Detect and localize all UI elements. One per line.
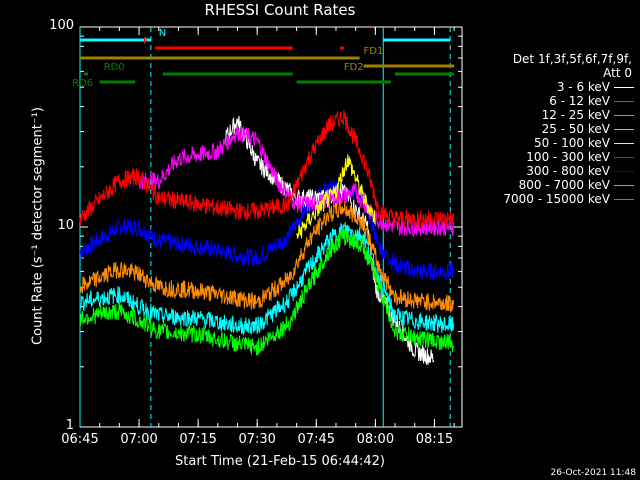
legend-swatch [614, 87, 634, 88]
x-tick-label: 08:15 [415, 432, 454, 447]
x-axis-label: Start Time (21-Feb-15 06:44:42) [175, 454, 385, 469]
legend-header-line: Det 1f,3f,5f,6f,7f,9f, [512, 52, 632, 66]
legend-swatch [614, 199, 634, 200]
series-lines [79, 110, 455, 366]
timestamp: 26-Oct-2021 11:48 [550, 468, 636, 478]
series-line [79, 222, 455, 336]
legend-label: 7000 - 15000 keV [503, 192, 610, 206]
legend-label: 50 - 100 keV [533, 136, 610, 150]
legend-label: 12 - 25 keV [541, 108, 610, 122]
y-tick-label: 10 [57, 218, 74, 233]
series-line [138, 123, 455, 238]
legend-swatch [614, 171, 634, 172]
annotation-label-rd0: RD0 [104, 62, 125, 73]
legend-header-line: Att 0 [603, 66, 632, 80]
legend-rows: 3 - 6 keV 6 - 12 keV 12 - 25 keV 25 - 50 ke… [472, 80, 636, 206]
legend-swatch [614, 143, 634, 144]
chart-title: RHESSI Count Rates [204, 1, 356, 19]
legend-entry: 7000 - 15000 keV [472, 192, 636, 206]
legend-swatch [614, 129, 634, 130]
legend-entry: 50 - 100 keV [472, 136, 636, 150]
series-line [79, 228, 455, 356]
annotation-label-fd2: FD2 [344, 62, 364, 73]
annotation-label-f: F [143, 36, 149, 47]
y-tick-label: 100 [49, 18, 74, 33]
x-tick-label: 07:30 [238, 432, 276, 447]
legend-label: 25 - 50 keV [541, 122, 610, 136]
x-tick-label: 08:00 [356, 432, 395, 447]
legend-entry: 12 - 25 keV [472, 108, 636, 122]
series-line [79, 200, 455, 313]
series-line [79, 110, 455, 228]
legend-entry: 6 - 12 keV [472, 94, 636, 108]
legend-label: 800 - 7000 keV [518, 178, 610, 192]
legend-entry: 300 - 800 keV [472, 164, 636, 178]
plot-frame [79, 26, 463, 428]
legend-label: 3 - 6 keV [556, 80, 610, 94]
legend-swatch [614, 157, 634, 158]
legend-entry: 3 - 6 keV [472, 80, 636, 94]
x-tick-label: 06:45 [61, 432, 99, 447]
legend-swatch [614, 185, 634, 186]
legend-label: 300 - 800 keV [526, 164, 610, 178]
legend-label: 100 - 300 keV [526, 150, 610, 164]
annotation-label-rd6: RD6 [72, 78, 93, 89]
axis-ticks [79, 27, 462, 428]
legend: Det 1f,3f,5f,6f,7f,9f, Att 0 3 - 6 keV 6 … [472, 52, 636, 206]
legend-entry: 100 - 300 keV [472, 150, 636, 164]
series-line [296, 154, 376, 239]
legend-entry: 800 - 7000 keV [472, 178, 636, 192]
legend-label: 6 - 12 keV [549, 94, 610, 108]
annotation-label-fd1: FD1 [364, 46, 384, 57]
y-tick-label: 1 [65, 418, 74, 433]
legend-entry: 25 - 50 keV [472, 122, 636, 136]
annotation-label-n: N [159, 28, 166, 39]
series-line [79, 177, 454, 281]
x-tick-label: 07:15 [179, 432, 217, 447]
legend-swatch [614, 101, 634, 102]
axes-box [79, 26, 463, 428]
x-tick-label: 07:45 [297, 432, 336, 447]
legend-swatch [614, 115, 634, 116]
x-tick-label: 07:00 [120, 432, 158, 447]
